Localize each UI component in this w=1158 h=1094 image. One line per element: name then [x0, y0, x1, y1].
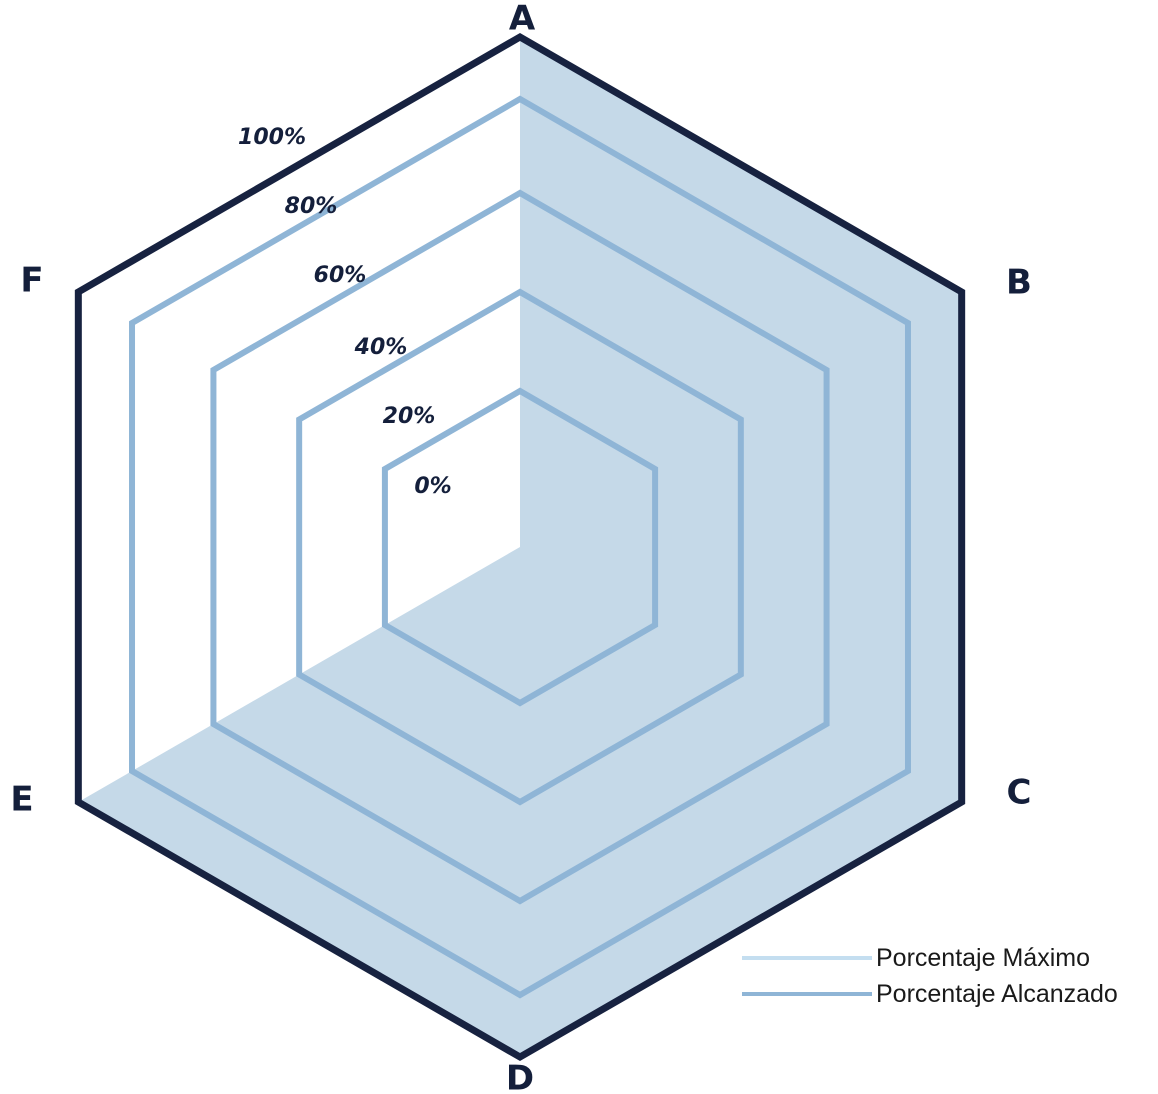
axis-label-d: D: [506, 1059, 534, 1094]
tick-label-100: 100%: [238, 125, 306, 150]
axis-label-f: F: [20, 261, 43, 301]
outer-frame-layer: [74, 32, 966, 1062]
tick-label-60: 60%: [314, 263, 367, 288]
series-area-reached: [78, 37, 962, 1057]
axis-label-c: C: [1007, 773, 1032, 813]
axis-label-e: E: [10, 780, 33, 820]
grid-ring-layer: [129, 95, 911, 999]
axis-label-layer: A B C D E F: [10, 0, 1032, 1094]
legend: Porcentaje Máximo Porcentaje Alcanzado: [742, 944, 1118, 1008]
outer-hexagon: [74, 32, 966, 1062]
tick-label-20: 20%: [383, 404, 436, 429]
series-fill-layer: [78, 37, 962, 1057]
tick-label-80: 80%: [285, 194, 338, 219]
grid-ring-4: [129, 95, 911, 999]
grid-ring-2: [296, 288, 744, 806]
legend-label-reached: Porcentaje Alcanzado: [876, 980, 1118, 1008]
grid-ring-1: [381, 387, 659, 707]
axis-label-b: B: [1006, 263, 1032, 303]
axis-label-a: A: [509, 0, 536, 39]
tick-label-40: 40%: [354, 335, 408, 360]
tick-label-layer: 0% 20% 40% 60% 80% 100%: [238, 125, 452, 499]
grid-ring-3: [210, 189, 830, 905]
tick-label-0: 0%: [414, 474, 451, 499]
legend-label-max: Porcentaje Máximo: [876, 944, 1090, 972]
